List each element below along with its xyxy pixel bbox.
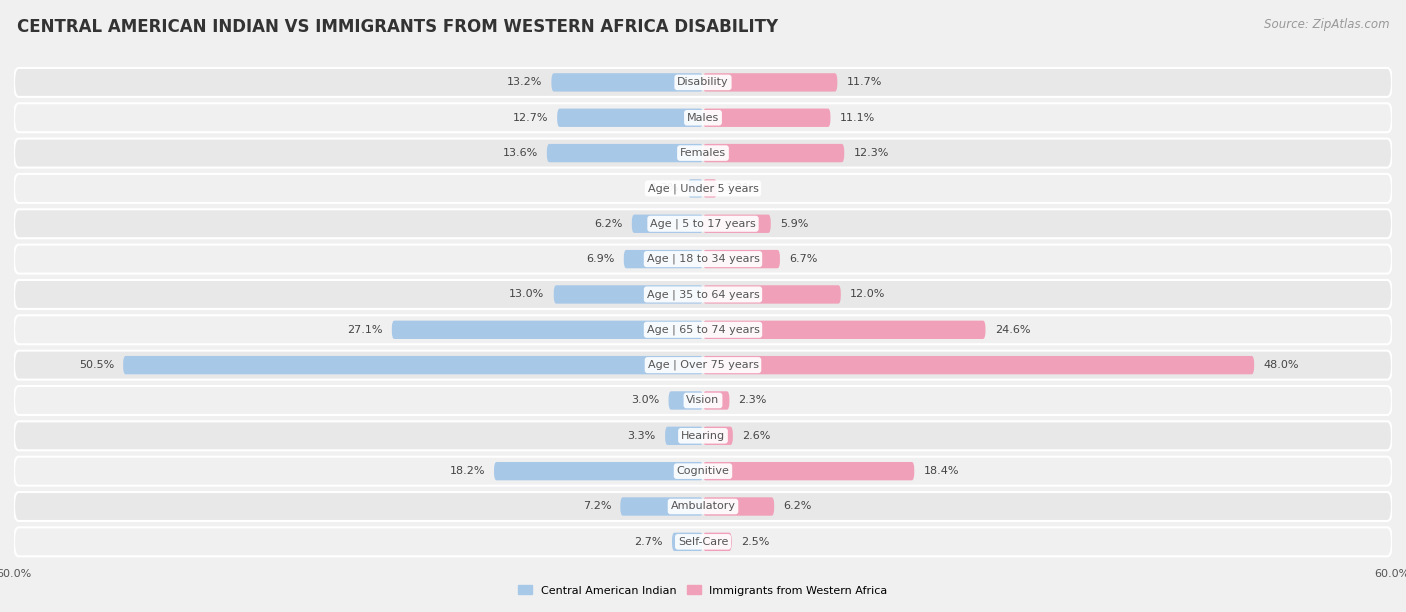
- FancyBboxPatch shape: [703, 321, 986, 339]
- Text: 3.3%: 3.3%: [627, 431, 657, 441]
- FancyBboxPatch shape: [14, 209, 1392, 238]
- Text: 18.4%: 18.4%: [924, 466, 959, 476]
- FancyBboxPatch shape: [703, 108, 831, 127]
- Text: 6.9%: 6.9%: [586, 254, 614, 264]
- Text: 13.6%: 13.6%: [502, 148, 537, 158]
- Text: CENTRAL AMERICAN INDIAN VS IMMIGRANTS FROM WESTERN AFRICA DISABILITY: CENTRAL AMERICAN INDIAN VS IMMIGRANTS FR…: [17, 18, 778, 36]
- Text: Cognitive: Cognitive: [676, 466, 730, 476]
- Text: 1.2%: 1.2%: [725, 184, 755, 193]
- FancyBboxPatch shape: [554, 285, 703, 304]
- Text: 24.6%: 24.6%: [994, 325, 1031, 335]
- FancyBboxPatch shape: [494, 462, 703, 480]
- Text: 13.2%: 13.2%: [508, 77, 543, 88]
- FancyBboxPatch shape: [14, 245, 1392, 274]
- FancyBboxPatch shape: [703, 73, 838, 92]
- FancyBboxPatch shape: [703, 285, 841, 304]
- Text: Males: Males: [688, 113, 718, 123]
- Text: 27.1%: 27.1%: [347, 325, 382, 335]
- FancyBboxPatch shape: [14, 492, 1392, 521]
- Text: Vision: Vision: [686, 395, 720, 406]
- FancyBboxPatch shape: [688, 179, 703, 198]
- FancyBboxPatch shape: [703, 356, 1254, 375]
- FancyBboxPatch shape: [665, 427, 703, 445]
- Text: Females: Females: [681, 148, 725, 158]
- FancyBboxPatch shape: [703, 179, 717, 198]
- Text: Self-Care: Self-Care: [678, 537, 728, 547]
- FancyBboxPatch shape: [620, 498, 703, 516]
- FancyBboxPatch shape: [703, 532, 731, 551]
- Text: 2.5%: 2.5%: [741, 537, 769, 547]
- Text: 11.7%: 11.7%: [846, 77, 882, 88]
- FancyBboxPatch shape: [703, 215, 770, 233]
- Text: 50.5%: 50.5%: [79, 360, 114, 370]
- FancyBboxPatch shape: [14, 528, 1392, 556]
- FancyBboxPatch shape: [392, 321, 703, 339]
- Text: 12.3%: 12.3%: [853, 148, 889, 158]
- FancyBboxPatch shape: [14, 421, 1392, 450]
- FancyBboxPatch shape: [551, 73, 703, 92]
- Text: 12.0%: 12.0%: [851, 289, 886, 299]
- FancyBboxPatch shape: [14, 280, 1392, 309]
- Text: Ambulatory: Ambulatory: [671, 501, 735, 512]
- Text: 18.2%: 18.2%: [450, 466, 485, 476]
- Text: 2.6%: 2.6%: [742, 431, 770, 441]
- Text: Age | 5 to 17 years: Age | 5 to 17 years: [650, 218, 756, 229]
- Text: Source: ZipAtlas.com: Source: ZipAtlas.com: [1264, 18, 1389, 31]
- Text: 5.9%: 5.9%: [780, 218, 808, 229]
- Text: Age | Over 75 years: Age | Over 75 years: [648, 360, 758, 370]
- Text: Disability: Disability: [678, 77, 728, 88]
- Text: Hearing: Hearing: [681, 431, 725, 441]
- Text: Age | 35 to 64 years: Age | 35 to 64 years: [647, 289, 759, 300]
- FancyBboxPatch shape: [14, 103, 1392, 132]
- Text: 6.2%: 6.2%: [595, 218, 623, 229]
- FancyBboxPatch shape: [703, 391, 730, 409]
- FancyBboxPatch shape: [669, 391, 703, 409]
- FancyBboxPatch shape: [631, 215, 703, 233]
- Text: 11.1%: 11.1%: [839, 113, 875, 123]
- Text: 6.7%: 6.7%: [789, 254, 817, 264]
- Text: 1.3%: 1.3%: [651, 184, 679, 193]
- Text: Age | 65 to 74 years: Age | 65 to 74 years: [647, 324, 759, 335]
- Text: 7.2%: 7.2%: [582, 501, 612, 512]
- Text: Age | 18 to 34 years: Age | 18 to 34 years: [647, 254, 759, 264]
- Text: 6.2%: 6.2%: [783, 501, 811, 512]
- Text: 48.0%: 48.0%: [1264, 360, 1299, 370]
- FancyBboxPatch shape: [703, 144, 844, 162]
- FancyBboxPatch shape: [14, 315, 1392, 345]
- FancyBboxPatch shape: [547, 144, 703, 162]
- FancyBboxPatch shape: [557, 108, 703, 127]
- FancyBboxPatch shape: [14, 68, 1392, 97]
- FancyBboxPatch shape: [672, 532, 703, 551]
- Text: 12.7%: 12.7%: [513, 113, 548, 123]
- Text: 2.3%: 2.3%: [738, 395, 766, 406]
- FancyBboxPatch shape: [703, 462, 914, 480]
- FancyBboxPatch shape: [14, 386, 1392, 415]
- FancyBboxPatch shape: [124, 356, 703, 375]
- Text: 13.0%: 13.0%: [509, 289, 544, 299]
- Legend: Central American Indian, Immigrants from Western Africa: Central American Indian, Immigrants from…: [513, 581, 893, 600]
- Text: 3.0%: 3.0%: [631, 395, 659, 406]
- FancyBboxPatch shape: [624, 250, 703, 268]
- FancyBboxPatch shape: [14, 174, 1392, 203]
- Text: 2.7%: 2.7%: [634, 537, 662, 547]
- FancyBboxPatch shape: [703, 498, 775, 516]
- FancyBboxPatch shape: [14, 138, 1392, 168]
- Text: Age | Under 5 years: Age | Under 5 years: [648, 183, 758, 193]
- FancyBboxPatch shape: [703, 427, 733, 445]
- FancyBboxPatch shape: [14, 457, 1392, 486]
- FancyBboxPatch shape: [14, 351, 1392, 379]
- FancyBboxPatch shape: [703, 250, 780, 268]
